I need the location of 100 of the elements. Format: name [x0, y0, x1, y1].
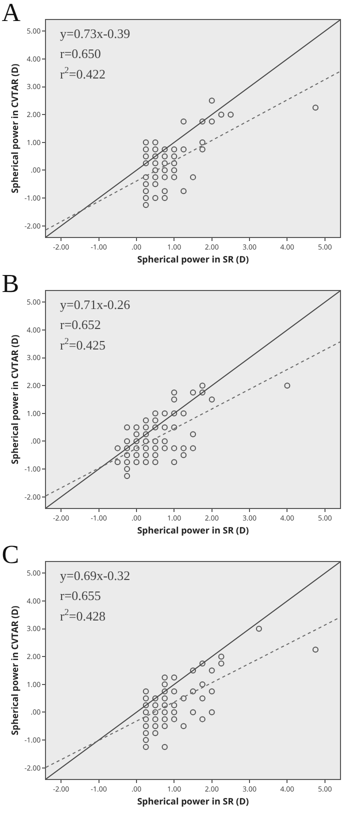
point [162, 681, 168, 688]
point [152, 723, 158, 730]
point [190, 174, 196, 180]
point [180, 118, 187, 125]
point [171, 716, 178, 722]
point [162, 160, 168, 166]
point [162, 410, 168, 416]
point [208, 709, 215, 716]
point [180, 695, 187, 702]
point [114, 445, 121, 452]
point [284, 382, 290, 389]
point [171, 445, 178, 452]
annotation: r=0.652 [60, 317, 101, 332]
point [152, 709, 158, 716]
point [114, 459, 121, 466]
point [142, 445, 149, 452]
annotation: r$^{2}$=0.422 [60, 65, 106, 82]
point [142, 174, 149, 180]
point [190, 390, 196, 396]
point [152, 702, 158, 708]
x-axis-title: Spherical power in SR (D) [137, 523, 249, 536]
point [180, 452, 187, 458]
point [180, 410, 187, 416]
point [171, 674, 178, 680]
point [142, 139, 149, 146]
point [152, 716, 158, 722]
point [256, 626, 262, 632]
point [152, 410, 158, 416]
point [162, 195, 168, 202]
point [199, 390, 206, 396]
annotation: y=0.73x-0.39 [60, 26, 130, 41]
point [190, 688, 196, 694]
point [152, 445, 158, 452]
point [162, 445, 168, 452]
point [162, 709, 168, 716]
point [180, 188, 187, 194]
point [162, 723, 168, 730]
point [142, 195, 149, 202]
point [133, 459, 140, 466]
point [218, 654, 224, 660]
point [171, 174, 178, 180]
point [171, 396, 178, 402]
point [171, 410, 178, 416]
point [142, 737, 149, 744]
point [142, 709, 149, 716]
point [133, 424, 140, 430]
point [124, 459, 130, 466]
point [218, 112, 224, 118]
point [208, 396, 215, 402]
point [133, 452, 140, 458]
point [199, 139, 206, 146]
point [124, 466, 130, 472]
point [180, 445, 187, 452]
point [171, 709, 178, 716]
point [142, 723, 149, 730]
point [152, 160, 158, 166]
point [228, 112, 234, 118]
point [190, 668, 196, 674]
point [180, 146, 187, 152]
point [142, 744, 149, 750]
point [171, 702, 178, 708]
y-axis-title: Spherical power in CVTAR (D) [8, 64, 21, 194]
point [190, 445, 196, 452]
point [133, 431, 140, 438]
point [142, 153, 149, 160]
point [142, 716, 149, 722]
point [142, 452, 149, 458]
point [208, 98, 215, 104]
point [152, 174, 158, 180]
point [162, 188, 168, 194]
point [142, 202, 149, 208]
point [208, 668, 215, 674]
point [142, 702, 149, 708]
point [152, 146, 158, 152]
point [190, 431, 196, 438]
point [142, 438, 149, 444]
point [171, 688, 178, 694]
annotation: r$^{2}$=0.428 [60, 607, 106, 624]
point [199, 382, 206, 389]
point [152, 452, 158, 458]
y-axis-title: Spherical power in CVTAR (D) [8, 334, 21, 464]
point [142, 160, 149, 166]
point [142, 417, 149, 424]
point [142, 424, 149, 430]
point [208, 118, 215, 125]
point [152, 153, 158, 160]
point [124, 452, 130, 458]
point [312, 104, 318, 111]
point [142, 146, 149, 152]
point [171, 167, 178, 174]
point [162, 695, 168, 702]
point [152, 424, 158, 430]
point [162, 146, 168, 152]
point [152, 730, 158, 736]
point [162, 744, 168, 750]
point [199, 146, 206, 152]
point [152, 139, 158, 146]
x-axis-title: Spherical power in SR (D) [137, 794, 249, 808]
point [142, 730, 149, 736]
point [152, 695, 158, 702]
